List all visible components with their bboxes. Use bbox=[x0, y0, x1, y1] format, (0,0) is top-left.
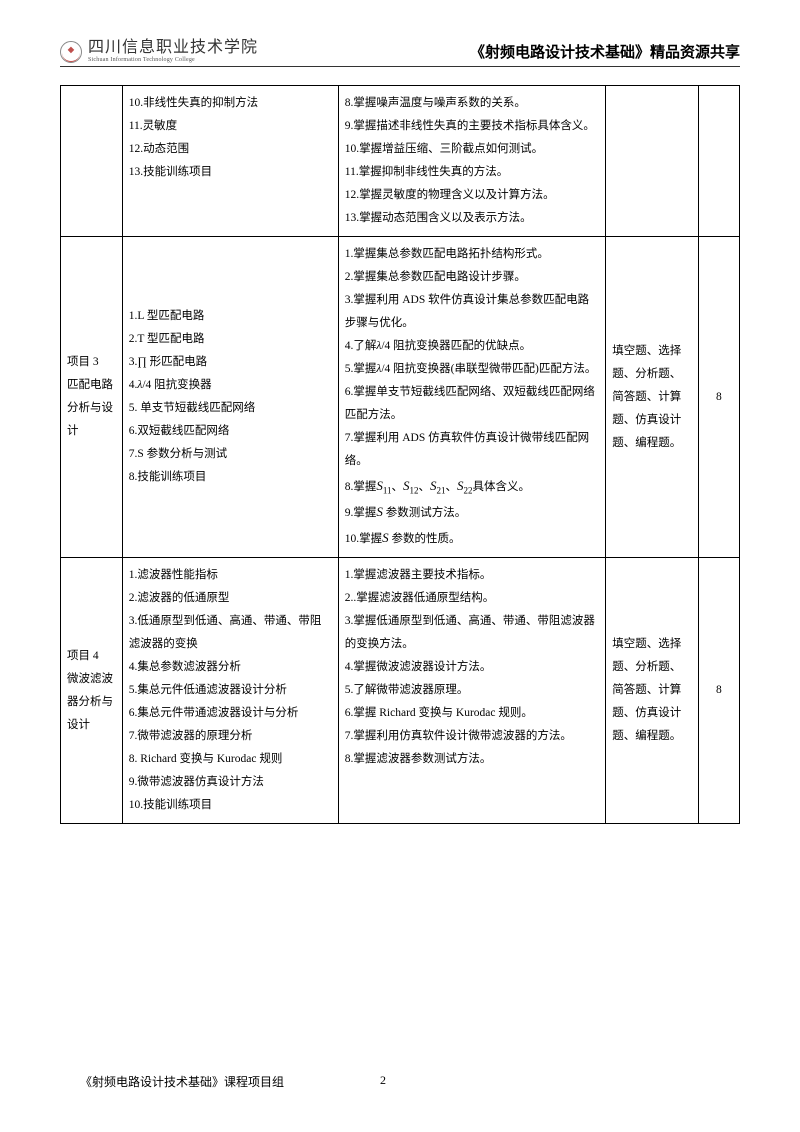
org-name-en: Sichuan Information Technology College bbox=[88, 57, 258, 63]
cell-topics: 10.非线性失真的抑制方法11.灵敏度12.动态范围13.技能训练项目 bbox=[122, 86, 338, 237]
cell-topics: 1.L 型匹配电路2.T 型匹配电路3.∏ 形匹配电路4.λ/4 阻抗变换器5.… bbox=[122, 237, 338, 558]
cell-objectives: 1.掌握集总参数匹配电路拓扑结构形式。2.掌握集总参数匹配电路设计步骤。3.掌握… bbox=[338, 237, 605, 558]
org-name: 四川信息职业技术学院 Sichuan Information Technolog… bbox=[88, 40, 258, 63]
cell-project: 项目 3匹配电路分析与设计 bbox=[61, 237, 123, 558]
table-row: 10.非线性失真的抑制方法11.灵敏度12.动态范围13.技能训练项目 8.掌握… bbox=[61, 86, 740, 237]
page-header: ◆ 四川信息职业技术学院 Sichuan Information Technol… bbox=[60, 40, 740, 67]
header-title: 《射频电路设计技术基础》精品资源共享 bbox=[470, 41, 740, 62]
cell-assessment: 填空题、选择题、分析题、简答题、计算题、仿真设计题、编程题。 bbox=[606, 558, 699, 824]
footer-page-number: 2 bbox=[380, 1073, 386, 1088]
cell-assessment: 填空题、选择题、分析题、简答题、计算题、仿真设计题、编程题。 bbox=[606, 237, 699, 558]
cell-objectives: 8.掌握噪声温度与噪声系数的关系。9.掌握描述非线性失真的主要技术指标具体含义。… bbox=[338, 86, 605, 237]
cell-project: 项目 4微波滤波器分析与设计 bbox=[61, 558, 123, 824]
cell-hours: 8 bbox=[698, 558, 739, 824]
page-footer: 《射频电路设计技术基础》课程项目组 2 bbox=[80, 1073, 720, 1090]
footer-left: 《射频电路设计技术基础》课程项目组 bbox=[80, 1073, 284, 1090]
cell-objectives: 1.掌握滤波器主要技术指标。2..掌握滤波器低通原型结构。3.掌握低通原型到低通… bbox=[338, 558, 605, 824]
org-name-cn: 四川信息职业技术学院 bbox=[88, 40, 258, 56]
cell-topics: 1.滤波器性能指标2.滤波器的低通原型3.低通原型到低通、高通、带通、带阻滤波器… bbox=[122, 558, 338, 824]
logo-icon: ◆ bbox=[60, 41, 82, 63]
table-row: 项目 3匹配电路分析与设计 1.L 型匹配电路2.T 型匹配电路3.∏ 形匹配电… bbox=[61, 237, 740, 558]
logo-block: ◆ 四川信息职业技术学院 Sichuan Information Technol… bbox=[60, 40, 258, 63]
cell-hours: 8 bbox=[698, 237, 739, 558]
table-row: 项目 4微波滤波器分析与设计 1.滤波器性能指标2.滤波器的低通原型3.低通原型… bbox=[61, 558, 740, 824]
curriculum-table: 10.非线性失真的抑制方法11.灵敏度12.动态范围13.技能训练项目 8.掌握… bbox=[60, 85, 740, 824]
